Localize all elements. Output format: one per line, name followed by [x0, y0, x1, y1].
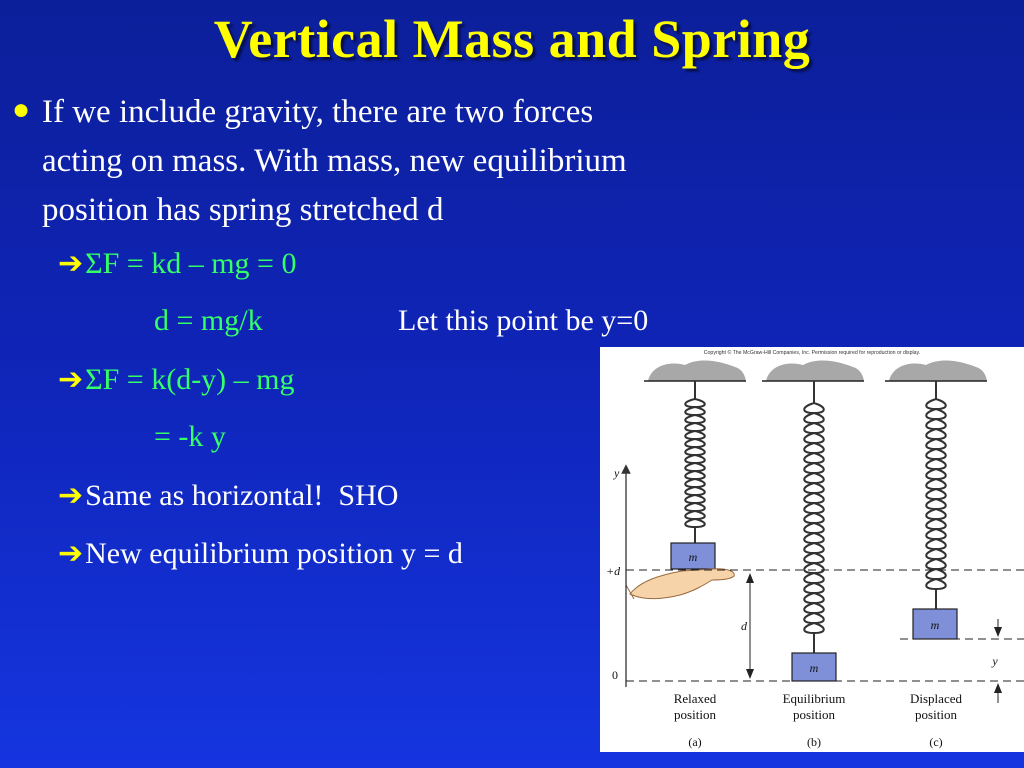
- svg-text:position: position: [674, 707, 716, 722]
- svg-text:(c): (c): [929, 735, 942, 749]
- hand-icon: [625, 568, 735, 600]
- spring-figure: Copyright © The McGraw-Hill Companies, I…: [600, 347, 1024, 752]
- spring-relaxed: [684, 381, 706, 543]
- mass-label: m: [931, 618, 940, 632]
- ceiling-b: [762, 360, 864, 382]
- mass-equilibrium: m: [791, 652, 837, 682]
- arrow-icon: ➔: [58, 247, 84, 280]
- equation-sum-force: ΣF = kd – mg = 0: [85, 247, 297, 280]
- spring-equilibrium: [803, 381, 825, 653]
- arrow-icon: ➔: [58, 537, 84, 570]
- zero-label: 0: [612, 668, 618, 682]
- figure-copyright: Copyright © The McGraw-Hill Companies, I…: [704, 349, 920, 356]
- sho-statement: Same as horizontal! SHO: [85, 479, 399, 512]
- slide-title: Vertical Mass and Spring: [213, 9, 811, 69]
- equation-displaced-force: ΣF = k(d-y) – mg: [85, 363, 295, 396]
- svg-text:position: position: [915, 707, 957, 722]
- spring-displaced: [925, 381, 947, 609]
- y-dimension-label: y: [991, 654, 998, 668]
- caption-c: Displaced position (c): [910, 691, 962, 749]
- equation-line-2: d = mg/k: [154, 304, 263, 338]
- statement-line-6: ➔ New equilibrium position y = d: [58, 536, 463, 571]
- arrow-icon: ➔: [58, 479, 84, 512]
- svg-text:Relaxed: Relaxed: [674, 691, 717, 706]
- y-axis-label: y: [613, 466, 620, 480]
- svg-text:Equilibrium: Equilibrium: [783, 691, 846, 706]
- arrow-icon: ➔: [58, 363, 84, 396]
- caption-b: Equilibrium position (b): [783, 691, 846, 749]
- equation-line-1: ➔ ΣF = kd – mg = 0: [58, 246, 296, 281]
- main-bullet: ● If we include gravity, there are two f…: [12, 88, 912, 235]
- mass-label: m: [689, 550, 698, 564]
- svg-text:(b): (b): [807, 735, 821, 749]
- statement-line-5: ➔ Same as horizontal! SHO: [58, 478, 398, 513]
- bullet-text: If we include gravity, there are two for…: [42, 94, 627, 228]
- ceiling-c: [885, 360, 987, 382]
- d-dimension-label: d: [741, 619, 748, 633]
- svg-text:Displaced: Displaced: [910, 691, 962, 706]
- equation-restoring: = -k y: [154, 420, 226, 453]
- equation-line-3: ➔ ΣF = k(d-y) – mg: [58, 362, 295, 397]
- bullet-dot-icon: ●: [12, 93, 31, 126]
- mass-relaxed: m: [670, 542, 716, 570]
- caption-a: Relaxed position (a): [674, 691, 717, 749]
- svg-text:(a): (a): [688, 735, 701, 749]
- mass-label: m: [810, 661, 819, 675]
- equation-line-4: = -k y: [154, 420, 226, 454]
- ceiling-a: [644, 360, 746, 382]
- equilibrium-statement: New equilibrium position y = d: [85, 537, 463, 570]
- plus-d-label: +d: [606, 564, 621, 578]
- mass-displaced: m: [912, 608, 958, 640]
- equilibrium-note: Let this point be y=0: [398, 304, 649, 337]
- equation-d: d = mg/k: [154, 304, 263, 337]
- svg-text:position: position: [793, 707, 835, 722]
